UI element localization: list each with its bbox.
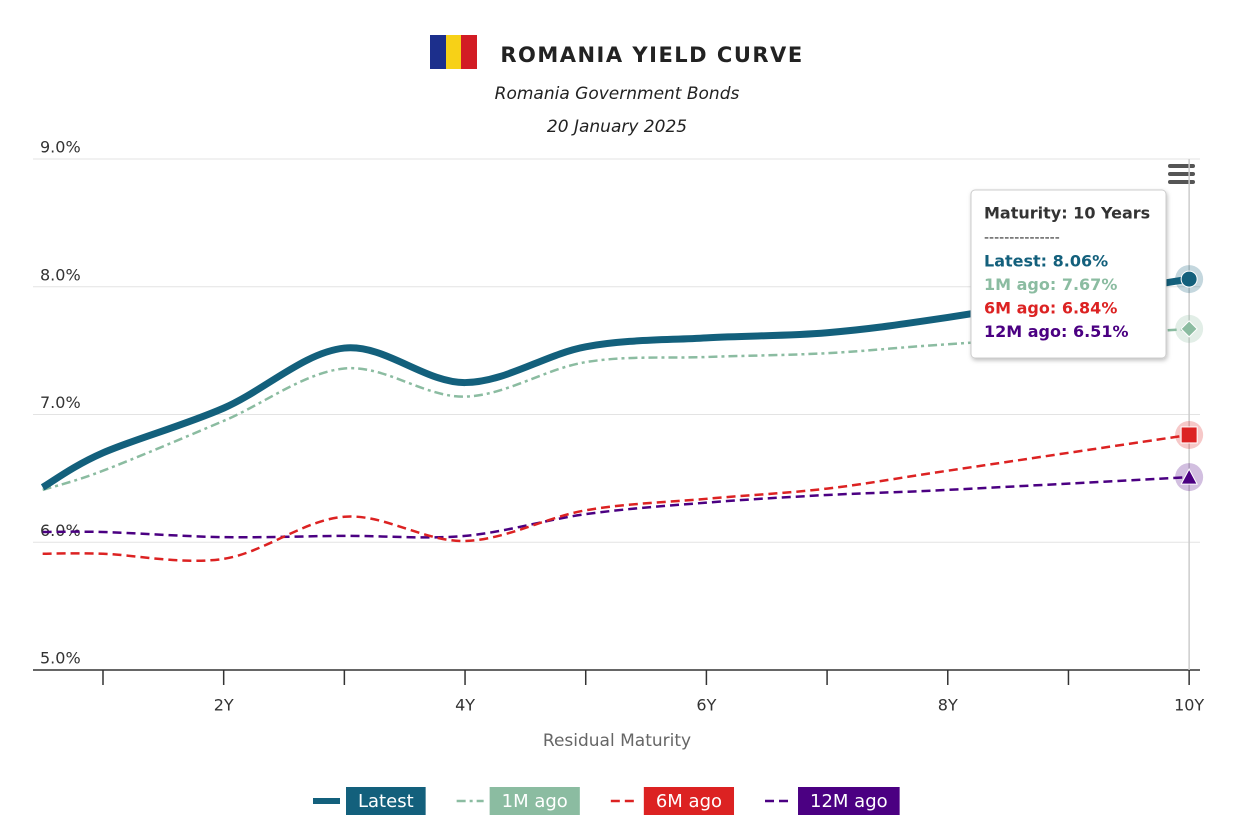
x-tick-label: 6Y xyxy=(696,696,716,715)
chart-date: 20 January 2025 xyxy=(547,117,687,137)
series-line xyxy=(42,433,1190,563)
legend-box[interactable] xyxy=(643,787,735,815)
legend-box[interactable] xyxy=(489,787,580,815)
point-marker xyxy=(1180,320,1198,338)
legend-label: 1M ago xyxy=(502,791,568,812)
chart-title: ROMANIA YIELD CURVE xyxy=(500,43,803,67)
tooltip-line: 6M ago: 6.84% xyxy=(984,299,1117,318)
menu-button[interactable] xyxy=(1168,164,1195,184)
y-tick-label: 8.0% xyxy=(40,265,81,284)
y-tick-label: 5.0% xyxy=(40,649,81,668)
tooltip-title: Maturity: 10 Years xyxy=(984,204,1150,223)
series-line xyxy=(42,475,1190,539)
tooltip: Maturity: 10 Years --------------- Latest:… xyxy=(970,189,1167,359)
tooltip-box xyxy=(970,189,1167,359)
tooltip-line: Latest: 8.06% xyxy=(984,252,1108,271)
y-tick-label: 6.0% xyxy=(40,521,81,540)
tooltip-line: 1M ago: 7.67% xyxy=(984,275,1117,294)
point-marker xyxy=(1180,426,1198,444)
legend-label: 12M ago xyxy=(810,791,888,812)
tooltip-line: 12M ago: 6.51% xyxy=(984,322,1128,341)
legend-label: 6M ago xyxy=(656,791,722,812)
series-line xyxy=(42,327,1190,492)
x-tick-label: 2Y xyxy=(214,696,234,715)
y-tick-label: 7.0% xyxy=(40,393,81,412)
x-tick-label: 4Y xyxy=(455,696,475,715)
x-axis-label: Residual Maturity xyxy=(543,731,691,751)
legend-label: Latest xyxy=(358,791,414,812)
chart-subtitle: Romania Government Bonds xyxy=(495,84,740,104)
y-tick-label: 9.0% xyxy=(40,138,81,157)
legend-box[interactable] xyxy=(346,787,426,815)
point-marker xyxy=(1180,270,1198,288)
tooltip-separator: --------------- xyxy=(984,230,1060,246)
legend-box[interactable] xyxy=(798,787,900,815)
series-line xyxy=(40,275,1190,491)
x-tick-label: 8Y xyxy=(938,696,958,715)
x-tick-label: 10Y xyxy=(1174,696,1204,715)
point-marker xyxy=(1180,468,1198,485)
flag xyxy=(430,35,477,69)
